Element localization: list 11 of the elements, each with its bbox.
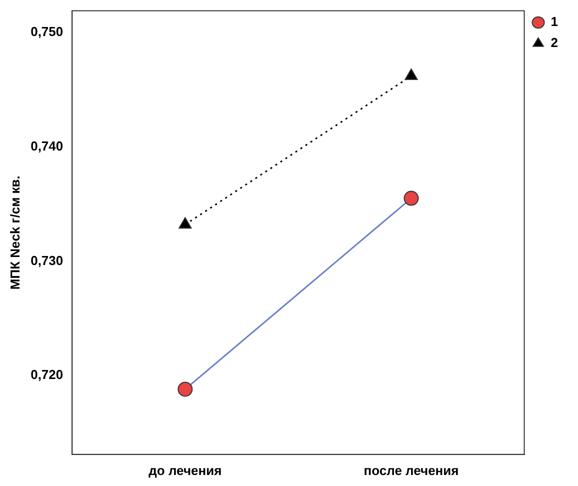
legend-label: 1 bbox=[550, 14, 558, 30]
legend-label: 2 bbox=[550, 35, 558, 50]
y-tick-label: 0,720 bbox=[30, 367, 64, 382]
y-tick-label: 0,740 bbox=[30, 138, 64, 154]
y-tick-label: 0,730 bbox=[30, 252, 64, 268]
x-tick-label: после лечения bbox=[364, 462, 459, 478]
point bbox=[404, 190, 419, 206]
y-tick-label: 0,750 bbox=[30, 24, 64, 40]
x-tick-label: до лечения bbox=[148, 462, 222, 478]
y-axis-title: МПК Neck г/см кв. bbox=[7, 176, 22, 290]
point bbox=[178, 382, 193, 397]
